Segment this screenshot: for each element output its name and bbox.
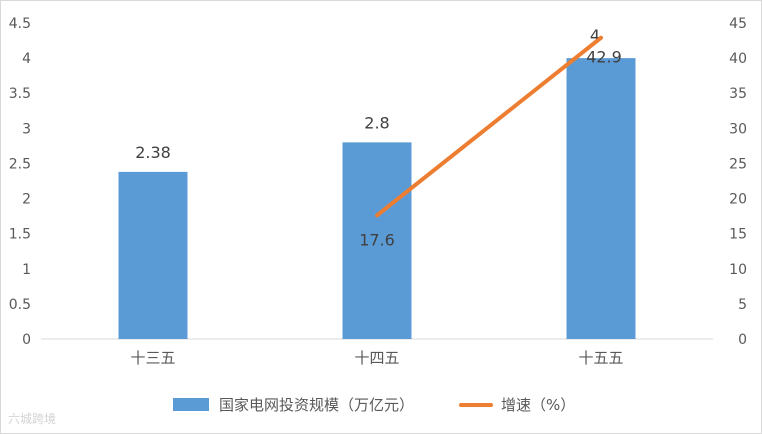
y-right-tick-label: 40 (729, 51, 747, 67)
y-left-tick-label: 2.5 (9, 156, 31, 172)
line-series-path (375, 35, 603, 218)
line-value-label: 42.9 (586, 48, 622, 67)
bar (342, 142, 412, 339)
y-left-tick-label: 0.5 (9, 297, 31, 313)
bar-value-label: 2.38 (135, 143, 171, 162)
y-right-tick-label: 35 (729, 86, 747, 102)
y-right-tick-label: 5 (738, 297, 747, 313)
y-right-tick-label: 20 (729, 192, 747, 208)
x-tick-label: 十三五 (130, 349, 175, 367)
y-left-tick-label: 4 (22, 51, 31, 67)
y-left-tick-label: 1 (22, 262, 31, 278)
line-value-label: 17.6 (359, 230, 395, 249)
y-left-tick-label: 0 (22, 332, 31, 348)
y-left-tick-label: 2 (22, 192, 31, 208)
bar (566, 58, 636, 339)
y-right-tick-label: 0 (738, 332, 747, 348)
legend-bar-label: 国家电网投资规模（万亿元） (219, 396, 414, 414)
legend-line-label: 增速（%） (501, 396, 575, 414)
bar-value-label: 2.8 (364, 113, 389, 132)
y-left-tick-label: 3 (22, 121, 31, 137)
y-right-tick-label: 10 (729, 262, 747, 278)
legend-bar-swatch (173, 398, 209, 411)
bar (118, 171, 188, 339)
y-left-tick-label: 1.5 (9, 227, 31, 243)
y-left-tick-label: 4.5 (9, 16, 31, 32)
bar-value-label: 4 (590, 26, 600, 45)
x-tick-label: 十五五 (578, 349, 623, 367)
y-right-tick-label: 30 (729, 121, 747, 137)
y-right-tick-label: 25 (729, 156, 747, 172)
x-tick-label: 十四五 (354, 349, 399, 367)
y-right-tick-label: 15 (729, 227, 747, 243)
y-right-tick-label: 45 (729, 16, 747, 32)
y-left-tick-label: 3.5 (9, 86, 31, 102)
watermark-text: 六城跨境 (8, 412, 57, 426)
